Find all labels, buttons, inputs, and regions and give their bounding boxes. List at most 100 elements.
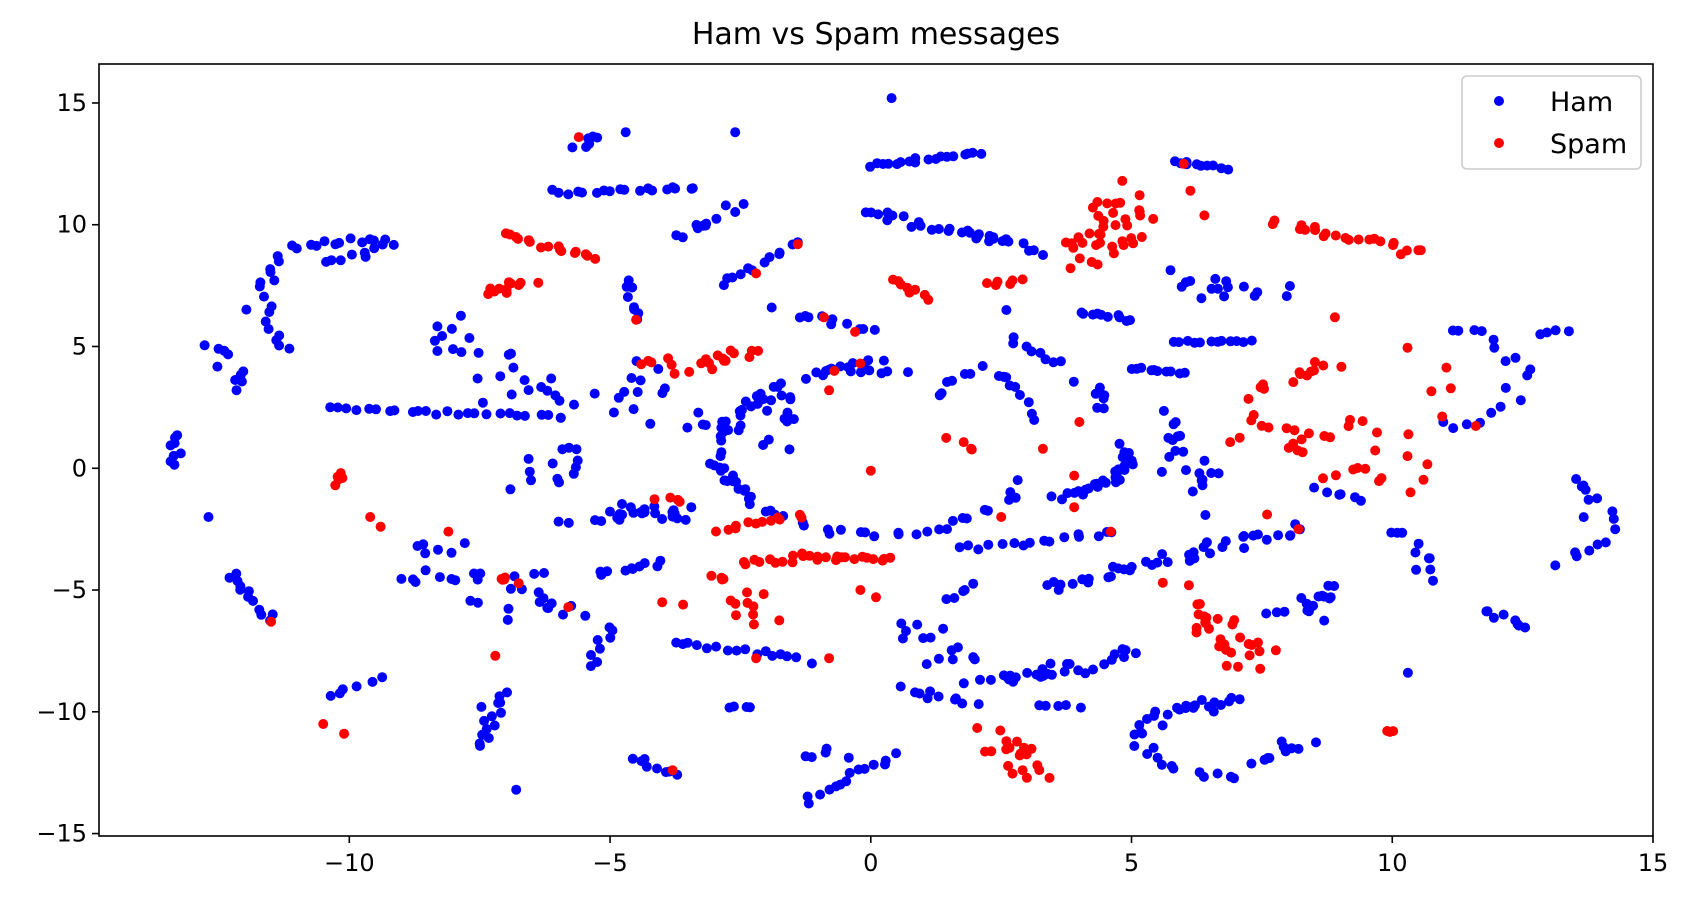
ham-point (657, 514, 668, 524)
ham-point (264, 307, 275, 317)
ham-point (1335, 489, 1346, 500)
spam-point (885, 552, 896, 563)
ham-point (719, 463, 730, 474)
ham-point (418, 539, 429, 550)
ham-point (922, 526, 933, 537)
spam-point (1310, 225, 1321, 236)
ham-point (413, 406, 423, 416)
spam-point (1234, 432, 1245, 443)
ham-point (420, 406, 431, 416)
ham-point (619, 386, 630, 397)
ham-point (628, 404, 639, 415)
ham-point (332, 402, 343, 413)
ham-point (1319, 591, 1329, 602)
ham-point (1208, 160, 1219, 171)
ham-point (880, 755, 891, 766)
ham-point (1090, 388, 1101, 399)
spam-point (700, 354, 711, 365)
spam-point (818, 312, 829, 323)
x-tick-label: −5 (592, 849, 627, 877)
ham-point (731, 645, 742, 656)
spam-point (1395, 249, 1406, 260)
ham-point (720, 200, 731, 211)
ham-point (1150, 706, 1161, 717)
spam-point (543, 241, 554, 252)
ham-point (811, 367, 822, 378)
ham-point (1165, 265, 1176, 276)
ham-point (891, 748, 902, 759)
ham-point (256, 609, 267, 620)
spam-point (1107, 241, 1118, 252)
ham-point (869, 324, 880, 335)
y-tick-label: 5 (72, 332, 87, 360)
ham-point (1022, 667, 1033, 678)
spam-point (1244, 650, 1255, 661)
ham-point (1488, 334, 1499, 345)
spam-point (797, 548, 808, 559)
ham-point (1005, 487, 1016, 498)
ham-point (733, 425, 744, 436)
spam-point (982, 278, 992, 289)
ham-point (897, 633, 908, 644)
spam-point (563, 602, 574, 613)
ham-point (1060, 700, 1071, 711)
ham-point (489, 720, 500, 731)
ham-point (1223, 164, 1234, 175)
ham-point (958, 678, 969, 689)
legend[interactable]: Ham Spam (1461, 75, 1642, 170)
ham-point (1167, 435, 1178, 446)
ham-point (476, 701, 487, 712)
ham-point (728, 701, 739, 712)
spam-point (855, 585, 866, 595)
spam-point (1012, 736, 1022, 747)
ham-point (1152, 557, 1163, 568)
ham-point (639, 558, 650, 569)
ham-point (364, 234, 375, 245)
ham-point (172, 430, 183, 441)
ham-point (1142, 749, 1153, 759)
ham-point (1157, 549, 1168, 560)
ham-point (1137, 728, 1148, 739)
spam-point (1044, 772, 1055, 783)
ham-point (1078, 308, 1089, 319)
ham-point (1136, 362, 1147, 373)
ham-point (730, 207, 741, 217)
ham-point (1055, 579, 1066, 590)
ham-point (738, 199, 749, 209)
spam-point (1136, 232, 1147, 242)
spam-point (812, 551, 823, 562)
spam-point (849, 554, 860, 565)
ham-point (621, 281, 632, 292)
plot-area-frame (98, 63, 1654, 837)
ham-point (964, 227, 975, 238)
ham-point (1448, 423, 1459, 434)
ham-point (864, 365, 875, 376)
ham-point (495, 371, 506, 382)
ham-point (1262, 753, 1273, 763)
spam-point (1353, 234, 1364, 245)
spam-point (777, 556, 788, 567)
ham-point (1062, 659, 1072, 669)
ham-point (1148, 742, 1159, 753)
ham-point (863, 355, 874, 366)
legend-marker-spam (1494, 138, 1504, 148)
ham-point (199, 340, 210, 351)
ham-point (1447, 325, 1458, 336)
ham-point (1510, 352, 1521, 363)
ham-point (1515, 395, 1526, 406)
ham-point (691, 640, 702, 651)
ham-point (1067, 578, 1078, 589)
ham-point (1068, 376, 1079, 387)
ham-point (495, 408, 506, 419)
ham-point (853, 764, 864, 775)
ham-point (983, 539, 994, 550)
ham-point (1578, 512, 1589, 523)
spam-point (1340, 233, 1351, 243)
ham-point (524, 466, 535, 477)
ham-point (860, 527, 871, 538)
spam-point (1017, 765, 1028, 776)
spam-point (730, 520, 741, 531)
ham-point (722, 645, 733, 656)
ham-point (1098, 393, 1109, 404)
ham-point (652, 763, 662, 774)
